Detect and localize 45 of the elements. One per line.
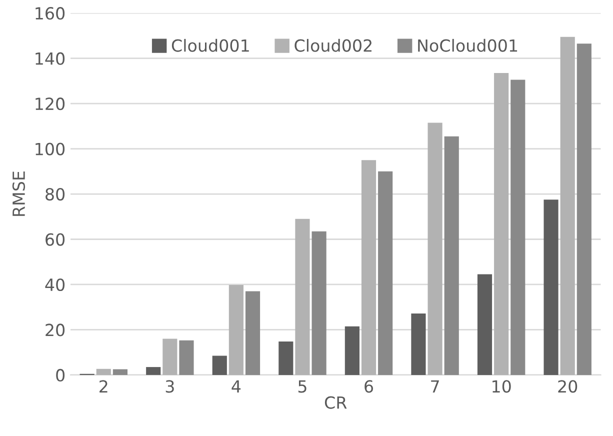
y-tick-label: 100 xyxy=(36,142,65,156)
bar xyxy=(179,340,194,375)
bar xyxy=(228,284,244,375)
y-tick-label: 20 xyxy=(46,324,65,336)
bar xyxy=(378,171,393,375)
y-tick-label: 120 xyxy=(36,98,65,110)
x-tick-label: 10 xyxy=(492,380,511,393)
bar xyxy=(510,80,526,375)
bar xyxy=(146,367,161,375)
legend-label: NoCloud001 xyxy=(418,38,518,52)
bar xyxy=(212,356,227,375)
bar xyxy=(428,122,442,375)
x-tick-label: 7 xyxy=(431,380,439,392)
bar xyxy=(444,136,459,375)
x-tick-label: 20 xyxy=(558,380,578,393)
x-tick-label: 5 xyxy=(298,380,306,393)
x-tick-label: 6 xyxy=(364,380,374,393)
y-tick-label: 0 xyxy=(56,368,65,382)
bar xyxy=(411,313,426,375)
legend-label: Cloud001 xyxy=(172,38,249,52)
x-tick-label: 3 xyxy=(166,380,174,393)
bar xyxy=(560,36,575,375)
bar xyxy=(245,291,260,375)
bar xyxy=(544,200,558,375)
bar xyxy=(112,369,128,375)
y-tick-label: 160 xyxy=(36,7,65,20)
y-tick-label: 80 xyxy=(46,188,65,201)
x-tick-label: 4 xyxy=(232,380,241,392)
bar xyxy=(344,326,360,375)
y-axis-title: RMSE xyxy=(12,172,26,216)
y-tick-label: 60 xyxy=(46,233,65,246)
x-tick-label: 2 xyxy=(100,380,108,392)
bar xyxy=(477,274,492,375)
bar xyxy=(576,44,592,375)
bar xyxy=(278,341,294,375)
bar xyxy=(361,160,376,375)
bar xyxy=(96,368,111,375)
legend-label: Cloud002 xyxy=(294,38,372,52)
bar xyxy=(312,231,326,375)
bar xyxy=(295,218,310,375)
bar xyxy=(162,338,178,375)
y-tick-label: 140 xyxy=(36,52,65,65)
x-axis-title: CR xyxy=(324,396,347,409)
bar xyxy=(494,73,509,375)
y-tick-label: 40 xyxy=(45,278,65,292)
